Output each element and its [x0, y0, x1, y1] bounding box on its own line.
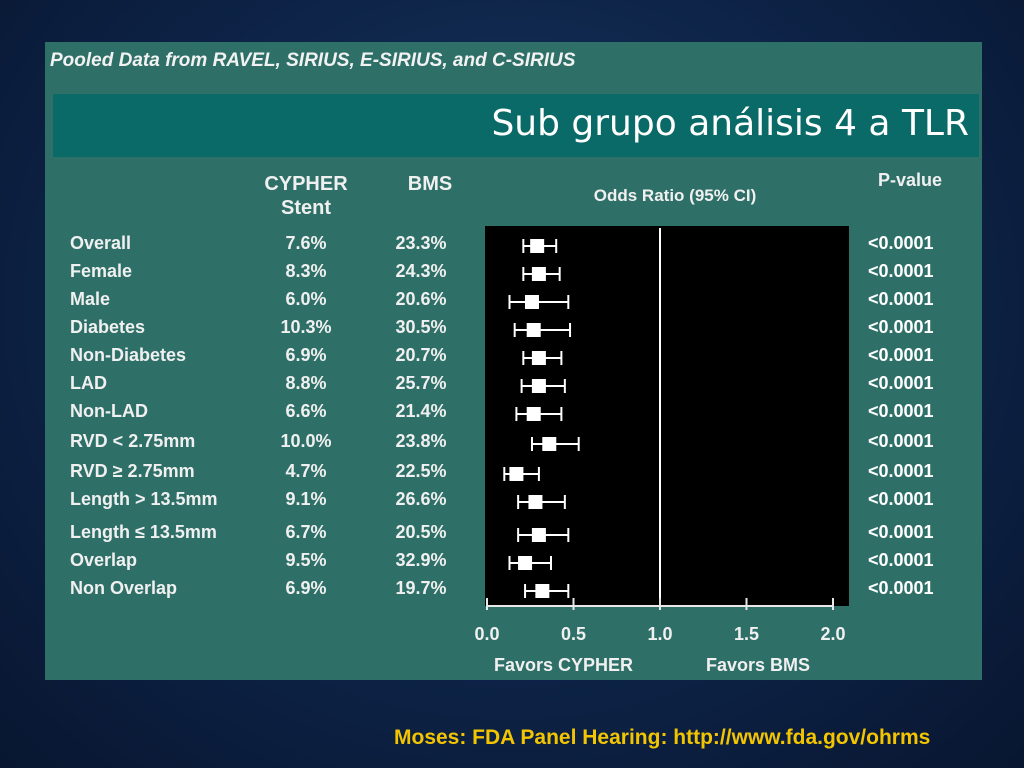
slide-title: Sub grupo análisis 4 a TLR — [491, 103, 969, 144]
odds-ratio-marker — [530, 239, 545, 253]
cypher-header-line2: Stent — [281, 197, 331, 219]
odds-ratio-marker — [526, 407, 541, 421]
cypher-value: 10.0% — [280, 431, 332, 451]
odds-ratio-marker — [531, 528, 546, 542]
cypher-header-line1: CYPHER — [264, 173, 348, 195]
cypher-value: 8.8% — [285, 373, 327, 393]
p-value: <0.0001 — [868, 489, 934, 509]
odds-ratio-marker — [531, 379, 546, 393]
odds-ratio-marker — [531, 267, 546, 281]
row-label: Non-LAD — [70, 401, 148, 421]
odds-ratio-header: Odds Ratio (95% CI) — [593, 186, 757, 205]
row-label: RVD < 2.75mm — [70, 431, 196, 451]
bms-value: 24.3% — [395, 261, 447, 281]
cypher-value: 7.6% — [285, 233, 327, 253]
bms-value: 32.9% — [395, 550, 447, 570]
row-label: Non-Diabetes — [70, 345, 187, 365]
row-label: Overlap — [70, 550, 138, 570]
cypher-value: 6.9% — [285, 345, 327, 365]
pvalue-header: P-value — [877, 170, 943, 190]
x-tick-label: 1.5 — [733, 624, 760, 644]
row-label: Diabetes — [70, 317, 146, 337]
p-value: <0.0001 — [868, 431, 934, 451]
cypher-value: 9.5% — [285, 550, 327, 570]
row-label: RVD ≥ 2.75mm — [70, 461, 195, 481]
row-label: Non Overlap — [70, 578, 178, 598]
cypher-value: 4.7% — [285, 461, 327, 481]
bms-value: 22.5% — [395, 461, 447, 481]
x-tick-label: 1.0 — [647, 624, 673, 644]
p-value: <0.0001 — [868, 578, 934, 598]
bms-value: 26.6% — [395, 489, 447, 509]
p-value: <0.0001 — [868, 550, 934, 570]
x-tick-label: 0.5 — [560, 624, 587, 644]
bms-value: 20.6% — [395, 289, 447, 309]
cypher-value: 9.1% — [285, 489, 327, 509]
p-value: <0.0001 — [868, 261, 934, 281]
row-label: Length > 13.5mm — [70, 489, 218, 509]
cypher-value: 6.7% — [285, 522, 327, 542]
bms-header: BMS — [407, 173, 453, 195]
x-tick-label: 2.0 — [820, 624, 846, 644]
cypher-value: 6.0% — [285, 289, 327, 309]
p-value: <0.0001 — [868, 373, 934, 393]
favors-bms-label: Favors BMS — [706, 655, 811, 675]
row-label: Male — [70, 289, 111, 309]
row-label: Female — [70, 261, 133, 281]
odds-ratio-marker — [542, 437, 557, 451]
bms-value: 25.7% — [395, 373, 447, 393]
panel-header: Pooled Data from RAVEL, SIRIUS, E-SIRIUS… — [50, 50, 576, 71]
bms-value: 21.4% — [395, 401, 447, 421]
bms-value: 30.5% — [395, 317, 447, 337]
p-value: <0.0001 — [868, 345, 934, 365]
p-value: <0.0001 — [868, 233, 934, 253]
odds-ratio-marker — [509, 467, 524, 481]
p-value: <0.0001 — [868, 461, 934, 481]
cypher-value: 6.6% — [285, 401, 327, 421]
favors-cypher-label: Favors CYPHER — [494, 655, 634, 675]
bms-value: 20.7% — [395, 345, 447, 365]
odds-ratio-marker — [526, 323, 541, 337]
cypher-value: 8.3% — [285, 261, 327, 281]
plot-area — [485, 226, 849, 606]
odds-ratio-marker — [535, 584, 550, 598]
title-band: Sub grupo análisis 4 a TLR — [53, 94, 979, 157]
p-value: <0.0001 — [868, 289, 934, 309]
odds-ratio-marker — [531, 351, 546, 365]
odds-ratio-marker — [528, 495, 543, 509]
row-label: Length ≤ 13.5mm — [70, 522, 217, 542]
row-label: Overall — [70, 233, 132, 253]
odds-ratio-marker — [524, 295, 539, 309]
bms-value: 23.3% — [395, 233, 447, 253]
bms-value: 20.5% — [395, 522, 447, 542]
cypher-value: 6.9% — [285, 578, 327, 598]
bms-value: 23.8% — [395, 431, 447, 451]
source-footer: Moses: FDA Panel Hearing: http://www.fda… — [394, 726, 931, 749]
cypher-value: 10.3% — [280, 317, 332, 337]
bms-value: 19.7% — [395, 578, 447, 598]
odds-ratio-marker — [518, 556, 533, 570]
p-value: <0.0001 — [868, 317, 934, 337]
p-value: <0.0001 — [868, 401, 934, 421]
row-label: LAD — [70, 373, 107, 393]
x-tick-label: 0.0 — [474, 624, 500, 644]
cypher-header: CYPHER Stent — [246, 172, 366, 220]
p-value: <0.0001 — [868, 522, 934, 542]
